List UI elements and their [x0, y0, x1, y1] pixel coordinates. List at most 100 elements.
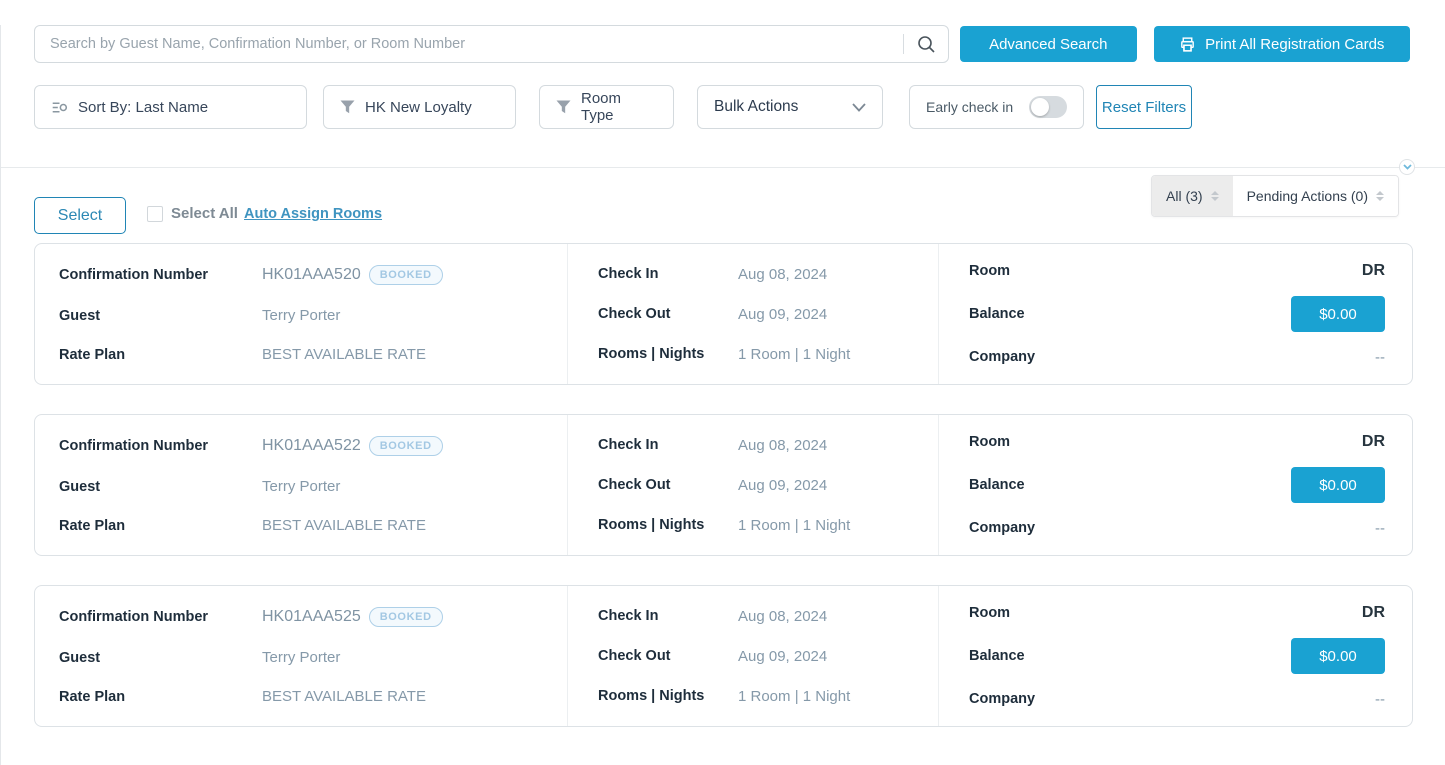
balance-button[interactable]: $0.00	[1291, 638, 1385, 675]
check-in-value: Aug 08, 2024	[738, 265, 828, 283]
check-in-label: Check In	[598, 437, 659, 453]
tab-pending-actions[interactable]: Pending Actions (0)	[1232, 176, 1398, 216]
rooms-nights-label: Rooms | Nights	[598, 517, 705, 533]
balance-button[interactable]: $0.00	[1291, 296, 1385, 333]
reservation-card[interactable]: Confirmation Number HK01AAA520 BOOKED Gu…	[34, 243, 1413, 385]
sort-by-label: Sort By: Last Name	[78, 98, 209, 116]
room-type-filter-label: Room Type	[581, 90, 622, 124]
check-out-label: Check Out	[598, 648, 671, 664]
guest-label: Guest	[59, 307, 101, 324]
check-in-label: Check In	[598, 266, 659, 282]
filter-funnel-icon	[556, 100, 571, 114]
room-label: Room	[969, 263, 1011, 280]
search-input[interactable]	[50, 36, 891, 52]
advanced-search-button[interactable]: Advanced Search	[960, 26, 1137, 62]
sort-arrows-icon	[1210, 191, 1219, 201]
tab-all-label: All (3)	[1166, 188, 1203, 204]
rooms-nights-label: Rooms | Nights	[598, 688, 705, 704]
list-toolbar: Select Select All Auto Assign Rooms All …	[34, 168, 1412, 243]
print-all-registration-cards-button[interactable]: Print All Registration Cards	[1153, 26, 1410, 62]
balance-label: Balance	[969, 477, 1025, 494]
filter-row: Sort By: Last Name HK New Loyalty Room T…	[34, 85, 1445, 129]
check-out-value: Aug 09, 2024	[738, 476, 828, 494]
print-all-label: Print All Registration Cards	[1205, 35, 1385, 53]
check-out-value: Aug 09, 2024	[738, 647, 828, 665]
company-label: Company	[969, 349, 1036, 366]
early-check-in-toggle[interactable]	[1029, 96, 1067, 118]
room-value: DR	[1361, 262, 1385, 280]
status-badge: BOOKED	[368, 265, 443, 285]
confirmation-number-label: Confirmation Number	[59, 267, 209, 283]
rate-plan-label: Rate Plan	[59, 346, 126, 363]
select-all-label: Select All	[171, 205, 238, 222]
search-divider	[903, 34, 904, 54]
room-label: Room	[969, 434, 1011, 451]
tab-pending-actions-label: Pending Actions (0)	[1246, 188, 1368, 204]
company-value: --	[1375, 690, 1385, 708]
section-divider	[1, 159, 1445, 175]
tab-all[interactable]: All (3)	[1152, 176, 1233, 216]
guest-value: Terry Porter	[262, 478, 341, 495]
status-badge: BOOKED	[368, 436, 443, 456]
sort-by-dropdown[interactable]: Sort By: Last Name	[34, 85, 307, 129]
balance-label: Balance	[969, 648, 1025, 665]
loyalty-filter-label: HK New Loyalty	[365, 98, 472, 116]
select-all-checkbox[interactable]	[147, 205, 163, 222]
company-label: Company	[969, 691, 1036, 708]
sort-list-icon	[51, 99, 68, 116]
bulk-actions-label: Bulk Actions	[714, 98, 799, 115]
company-value: --	[1375, 348, 1385, 366]
rate-plan-value: BEST AVAILABLE RATE	[262, 517, 426, 534]
rate-plan-label: Rate Plan	[59, 517, 126, 534]
reservation-card[interactable]: Confirmation Number HK01AAA525 BOOKED Gu…	[34, 585, 1413, 727]
room-value: DR	[1361, 604, 1385, 622]
rooms-nights-value: 1 Room | 1 Night	[738, 687, 851, 705]
rooms-nights-value: 1 Room | 1 Night	[738, 345, 851, 363]
chevron-down-icon	[852, 102, 866, 112]
guest-value: Terry Porter	[262, 307, 341, 324]
select-all-control[interactable]: Select All	[147, 205, 238, 222]
balance-label: Balance	[969, 306, 1025, 323]
check-in-value: Aug 08, 2024	[738, 607, 828, 625]
rate-plan-value: BEST AVAILABLE RATE	[262, 688, 426, 705]
confirmation-number-value: HK01AAA520	[262, 266, 361, 283]
collapse-chevron-button[interactable]	[1399, 159, 1415, 175]
auto-assign-rooms-link[interactable]: Auto Assign Rooms	[244, 206, 383, 222]
early-check-in-label: Early check in	[926, 99, 1014, 115]
printer-icon	[1179, 36, 1196, 53]
early-check-in-control: Early check in	[909, 85, 1084, 129]
sort-arrows-icon	[1376, 191, 1384, 201]
guest-value: Terry Porter	[262, 649, 341, 666]
status-badge: BOOKED	[368, 607, 443, 627]
guest-label: Guest	[59, 478, 101, 495]
check-in-value: Aug 08, 2024	[738, 436, 828, 454]
loyalty-filter[interactable]: HK New Loyalty	[323, 85, 516, 129]
room-label: Room	[969, 605, 1011, 622]
rooms-nights-value: 1 Room | 1 Night	[738, 516, 851, 534]
confirmation-number-value: HK01AAA522	[262, 437, 361, 454]
check-out-label: Check Out	[598, 306, 671, 322]
confirmation-number-label: Confirmation Number	[59, 438, 209, 454]
rooms-nights-label: Rooms | Nights	[598, 346, 705, 362]
company-label: Company	[969, 520, 1036, 537]
rate-plan-value: BEST AVAILABLE RATE	[262, 346, 426, 363]
rate-plan-label: Rate Plan	[59, 688, 126, 705]
room-type-filter[interactable]: Room Type	[539, 85, 674, 129]
select-button[interactable]: Select	[34, 197, 126, 234]
balance-button[interactable]: $0.00	[1291, 467, 1385, 504]
search-icon[interactable]	[916, 34, 936, 54]
check-out-label: Check Out	[598, 477, 671, 493]
confirmation-number-label: Confirmation Number	[59, 609, 209, 625]
reservation-card[interactable]: Confirmation Number HK01AAA522 BOOKED Gu…	[34, 414, 1413, 556]
check-out-value: Aug 09, 2024	[738, 305, 828, 323]
top-search-row: Advanced Search Print All Registration C…	[34, 25, 1410, 63]
reset-filters-button[interactable]: Reset Filters	[1096, 85, 1192, 129]
check-in-label: Check In	[598, 608, 659, 624]
search-box[interactable]	[34, 25, 949, 63]
company-value: --	[1375, 519, 1385, 537]
guest-label: Guest	[59, 649, 101, 666]
filter-funnel-icon	[340, 100, 355, 114]
confirmation-number-value: HK01AAA525	[262, 608, 361, 625]
bulk-actions-dropdown[interactable]: Bulk Actions	[697, 85, 883, 129]
tab-group: All (3) Pending Actions (0)	[1151, 175, 1399, 217]
